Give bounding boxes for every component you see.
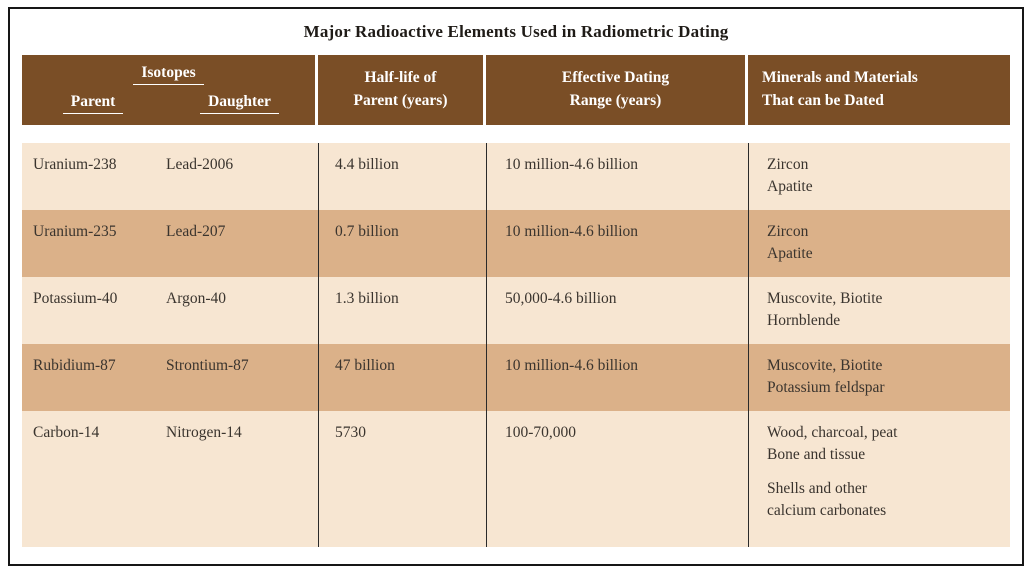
isotopes-cell: Potassium-40 Argon-40	[22, 277, 318, 344]
minerals-cell: Muscovite, Biotite Hornblende	[748, 277, 1010, 344]
minerals-line: Hornblende	[767, 311, 841, 329]
header-body-gap	[22, 125, 1010, 143]
isotopes-cell: Carbon-14 Nitrogen-14	[22, 411, 318, 547]
minerals-line: Potassium feldspar	[767, 378, 885, 396]
half-life-cell: 0.7 billion	[318, 210, 486, 277]
parent-cell: Uranium-235	[33, 223, 117, 240]
half-life-cell: 4.4 billion	[318, 143, 486, 210]
minerals-line: Shells and other	[767, 480, 867, 498]
table-frame: Major Radioactive Elements Used in Radio…	[8, 7, 1024, 566]
dating-range-cell: 50,000-4.6 billion	[486, 277, 748, 344]
dating-range-cell: 10 million-4.6 billion	[486, 143, 748, 210]
table-body: Uranium-238 Lead-2006 4.4 billion 10 mil…	[22, 143, 1010, 547]
header-isotopes-label: Isotopes	[133, 64, 204, 85]
dating-range-cell: 10 million-4.6 billion	[486, 344, 748, 411]
parent-cell: Uranium-238	[33, 156, 117, 173]
table-title: Major Radioactive Elements Used in Radio…	[303, 22, 729, 41]
parent-cell: Rubidium-87	[33, 357, 116, 374]
header-isotopes-subrow: Parent Daughter	[22, 93, 315, 114]
header-dating-range: Effective Dating Range (years)	[486, 55, 745, 125]
daughter-cell: Argon-40	[166, 290, 226, 307]
half-life-cell: 1.3 billion	[318, 277, 486, 344]
header-half-life-line1: Half-life of	[364, 69, 437, 86]
minerals-line: Muscovite, Biotite	[767, 357, 883, 374]
header-minerals-line1: Minerals and Materials	[762, 69, 918, 86]
dating-range-cell: 100-70,000	[486, 411, 748, 547]
daughter-cell: Lead-2006	[166, 156, 234, 173]
table-row: Uranium-235 Lead-207 0.7 billion 10 mill…	[22, 210, 1010, 277]
table-row: Carbon-14 Nitrogen-14 5730 100-70,000 Wo…	[22, 411, 1010, 547]
minerals-line: Apatite	[767, 244, 813, 262]
header-isotopes: Isotopes Parent Daughter	[22, 55, 315, 125]
minerals-line: Zircon	[767, 156, 809, 173]
minerals-line: calcium carbonates	[767, 502, 887, 520]
half-life-cell: 5730	[318, 411, 486, 547]
header-half-life-line2: Parent (years)	[353, 92, 448, 110]
minerals-cell: Wood, charcoal, peat Bone and tissue She…	[748, 411, 1010, 547]
header-dating-range-line1: Effective Dating	[561, 69, 670, 86]
dating-range-cell: 10 million-4.6 billion	[486, 210, 748, 277]
parent-cell: Potassium-40	[33, 290, 118, 307]
half-life-cell: 47 billion	[318, 344, 486, 411]
minerals-line: Apatite	[767, 177, 813, 195]
daughter-cell: Strontium-87	[166, 357, 249, 374]
table-header-row: Isotopes Parent Daughter Half-life of Pa…	[22, 55, 1010, 125]
isotopes-cell: Uranium-235 Lead-207	[22, 210, 318, 277]
isotopes-cell: Rubidium-87 Strontium-87	[22, 344, 318, 411]
minerals-line: Wood, charcoal, peat	[767, 424, 898, 441]
table-row: Uranium-238 Lead-2006 4.4 billion 10 mil…	[22, 143, 1010, 210]
daughter-cell: Lead-207	[166, 223, 226, 240]
daughter-cell: Nitrogen-14	[166, 424, 242, 441]
header-dating-range-line2: Range (years)	[569, 92, 662, 110]
table-row: Potassium-40 Argon-40 1.3 billion 50,000…	[22, 277, 1010, 344]
header-minerals-line2: That can be Dated	[762, 92, 884, 110]
header-parent: Parent	[22, 93, 164, 114]
isotopes-cell: Uranium-238 Lead-2006	[22, 143, 318, 210]
parent-cell: Carbon-14	[33, 424, 100, 441]
header-half-life: Half-life of Parent (years)	[318, 55, 483, 125]
minerals-cell: Zircon Apatite	[748, 210, 1010, 277]
header-daughter-label: Daughter	[200, 93, 279, 114]
header-daughter: Daughter	[164, 93, 315, 114]
minerals-cell: Zircon Apatite	[748, 143, 1010, 210]
minerals-cell: Muscovite, Biotite Potassium feldspar	[748, 344, 1010, 411]
minerals-line: Zircon	[767, 223, 809, 240]
minerals-line: Muscovite, Biotite	[767, 290, 883, 307]
header-minerals: Minerals and Materials That can be Dated	[748, 55, 1010, 125]
minerals-line: Bone and tissue	[767, 445, 866, 463]
header-parent-label: Parent	[62, 93, 124, 114]
table-row: Rubidium-87 Strontium-87 47 billion 10 m…	[22, 344, 1010, 411]
